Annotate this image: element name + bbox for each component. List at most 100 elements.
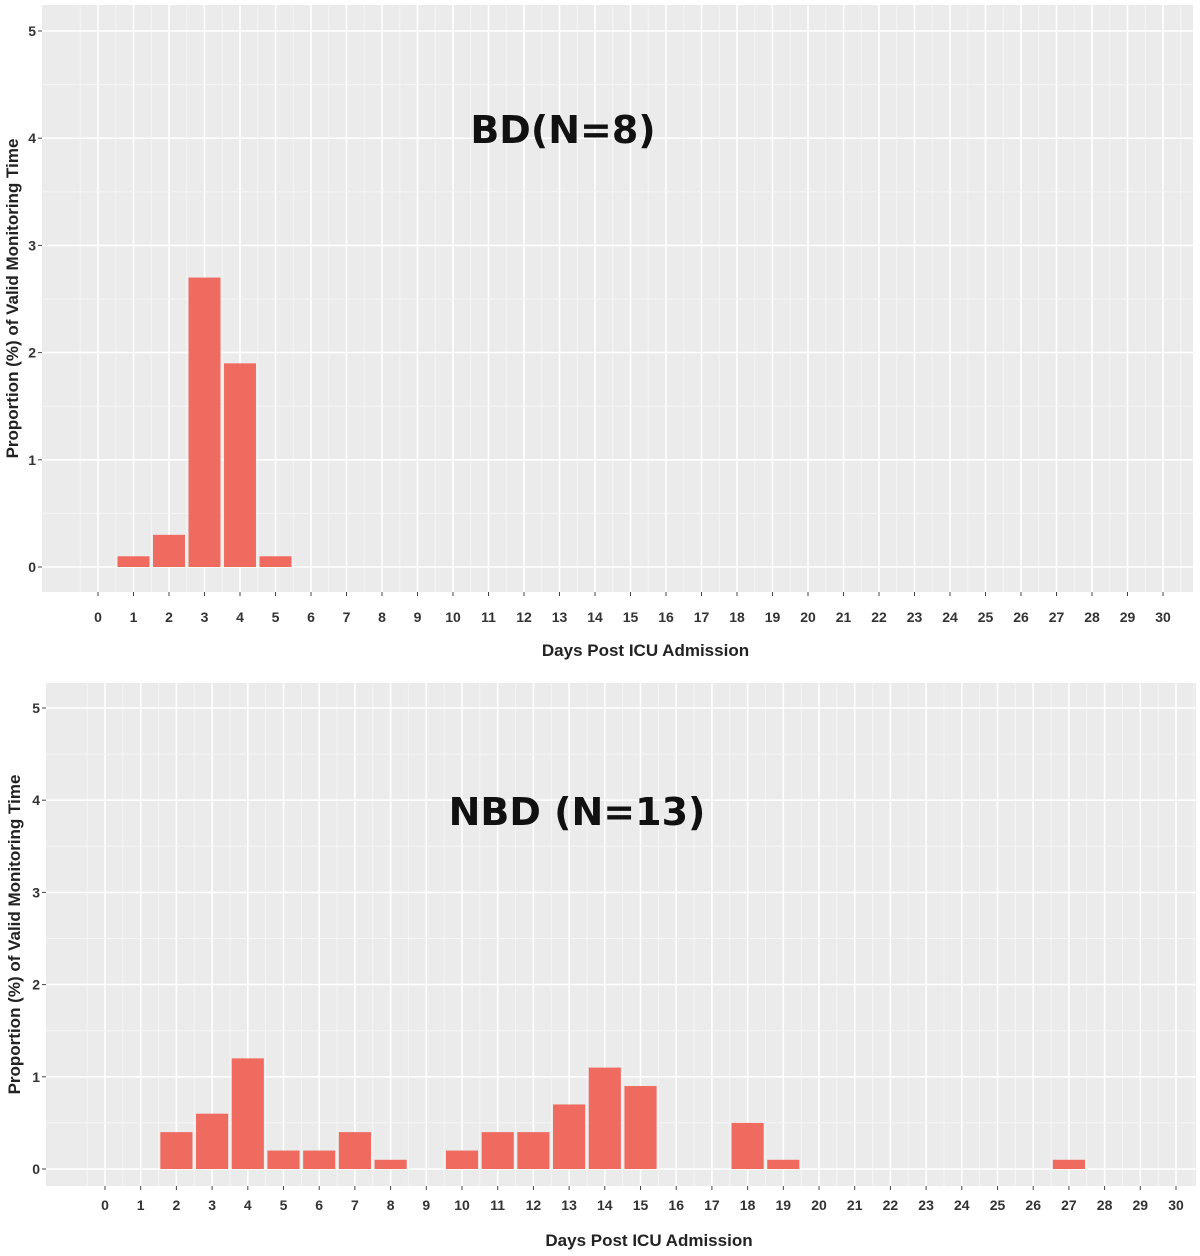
bar-day-8	[374, 1159, 407, 1169]
x-tick-label: 11	[481, 609, 496, 625]
x-tick-label: 29	[1120, 609, 1136, 625]
x-tick-label: 11	[490, 1197, 505, 1213]
x-axis-title: Days Post ICU Admission	[542, 641, 749, 660]
y-tick-label: 3	[32, 884, 40, 900]
bar-day-2	[160, 1132, 193, 1169]
x-tick-label: 30	[1155, 609, 1171, 625]
x-tick-label: 2	[173, 1197, 181, 1213]
y-tick-label: 1	[28, 452, 36, 468]
x-tick-label: 22	[871, 609, 887, 625]
x-tick-label: 15	[623, 609, 639, 625]
bar-day-3	[188, 277, 221, 567]
x-tick-label: 24	[954, 1197, 970, 1213]
bar-day-3	[196, 1113, 229, 1169]
bar-day-10	[445, 1150, 479, 1169]
x-tick-label: 15	[633, 1197, 649, 1213]
y-tick-label: 1	[32, 1069, 40, 1085]
x-tick-label: 18	[740, 1197, 756, 1213]
y-axis-title: Proportion (%) of Valid Monitoring Time	[3, 139, 22, 459]
bar-day-11	[481, 1132, 514, 1169]
x-tick-label: 14	[597, 1197, 613, 1213]
y-tick-label: 2	[32, 977, 40, 993]
y-tick-label: 3	[28, 237, 36, 253]
y-tick-label: 2	[28, 345, 36, 361]
x-tick-label: 0	[94, 609, 102, 625]
bar-day-1	[117, 556, 150, 567]
x-tick-label: 13	[561, 1197, 577, 1213]
bar-day-5	[259, 556, 292, 567]
bar-day-18	[731, 1122, 764, 1169]
x-axis-title: Days Post ICU Admission	[545, 1231, 752, 1250]
y-tick-label: 5	[28, 23, 36, 39]
x-tick-label: 19	[776, 1197, 792, 1213]
x-tick-label: 23	[918, 1197, 934, 1213]
x-tick-label: 25	[978, 609, 994, 625]
x-tick-label: 24	[942, 609, 958, 625]
x-tick-label: 9	[422, 1197, 430, 1213]
x-tick-label: 8	[378, 609, 386, 625]
x-tick-label: 21	[836, 609, 852, 625]
x-tick-label: 7	[343, 609, 351, 625]
y-tick-label: 5	[32, 700, 40, 716]
x-tick-label: 29	[1133, 1197, 1149, 1213]
x-tick-label: 4	[244, 1197, 252, 1213]
x-tick-label: 17	[694, 609, 710, 625]
y-axis-title: Proportion (%) of Valid Monitoring Time	[5, 775, 24, 1095]
x-tick-label: 7	[351, 1197, 359, 1213]
chart-title: BD(N=8)	[470, 108, 655, 152]
x-tick-label: 12	[526, 1197, 542, 1213]
x-tick-label: 14	[587, 609, 603, 625]
y-tick-label: 0	[28, 559, 36, 575]
x-tick-label: 12	[516, 609, 532, 625]
x-tick-label: 0	[101, 1197, 109, 1213]
y-tick-label: 0	[32, 1161, 40, 1177]
x-tick-label: 20	[811, 1197, 827, 1213]
bar-day-12	[517, 1132, 550, 1169]
bar-day-5	[267, 1150, 300, 1169]
x-tick-label: 17	[704, 1197, 720, 1213]
bar-day-27	[1052, 1159, 1085, 1169]
bar-day-13	[553, 1104, 586, 1169]
x-tick-label: 26	[1025, 1197, 1041, 1213]
x-tick-label: 13	[552, 609, 568, 625]
x-tick-label: 10	[454, 1197, 470, 1213]
bd-chart: 0 1 2 3 4 5 0 1 2 3 4 5 6 7 8 9 10 11 12 13 14 15 16 17 18 19 20 21…	[3, 5, 1193, 660]
x-tick-label: 18	[729, 609, 745, 625]
bar-day-6	[303, 1150, 336, 1169]
y-tick-label: 4	[32, 792, 40, 808]
x-tick-label: 26	[1013, 609, 1029, 625]
bar-day-2	[153, 534, 185, 567]
x-tick-label: 19	[765, 609, 781, 625]
x-tick-label: 28	[1084, 609, 1100, 625]
bar-day-14	[588, 1067, 621, 1169]
x-tick-label: 27	[1049, 609, 1065, 625]
x-tick-label: 3	[208, 1197, 216, 1213]
x-tick-label: 4	[236, 609, 244, 625]
x-tick-label: 6	[315, 1197, 323, 1213]
x-tick-label: 28	[1097, 1197, 1113, 1213]
nbd-chart: 0 1 2 3 4 5 0 1 2 3 4 5 6 7 8 9 10 11 12 13 14 15 16 17 18 19 20 21…	[0, 676, 1200, 1256]
bar-day-19	[767, 1159, 800, 1169]
plot-panel	[46, 683, 1196, 1186]
bar-day-4	[231, 1058, 264, 1169]
x-tick-label: 5	[280, 1197, 288, 1213]
x-tick-label: 20	[800, 609, 816, 625]
x-tick-label: 1	[137, 1197, 145, 1213]
chart-title: NBD (N=13)	[449, 790, 706, 834]
bar-day-4	[224, 363, 256, 567]
x-tick-label: 30	[1168, 1197, 1184, 1213]
x-tick-label: 8	[387, 1197, 395, 1213]
x-tick-label: 23	[907, 609, 923, 625]
x-tick-label: 21	[847, 1197, 863, 1213]
x-tick-label: 9	[414, 609, 422, 625]
x-tick-label: 16	[668, 1197, 684, 1213]
x-tick-label: 5	[272, 609, 280, 625]
x-tick-label: 6	[307, 609, 315, 625]
x-tick-label: 2	[165, 609, 173, 625]
bar-day-7	[338, 1132, 371, 1169]
x-tick-label: 3	[201, 609, 209, 625]
y-tick-label: 4	[28, 130, 36, 146]
x-tick-label: 10	[445, 609, 461, 625]
